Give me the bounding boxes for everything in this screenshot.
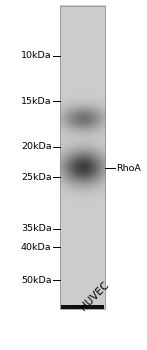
Text: 10kDa: 10kDa (21, 51, 52, 61)
Text: 25kDa: 25kDa (21, 173, 52, 182)
Text: 15kDa: 15kDa (21, 97, 52, 106)
Text: RhoA: RhoA (117, 164, 141, 173)
Text: 20kDa: 20kDa (21, 142, 52, 152)
Text: 50kDa: 50kDa (21, 276, 52, 285)
Text: HUVEC: HUVEC (78, 280, 111, 313)
Bar (61, 305, 104, 309)
Text: 40kDa: 40kDa (21, 243, 52, 252)
Text: 35kDa: 35kDa (21, 224, 52, 233)
